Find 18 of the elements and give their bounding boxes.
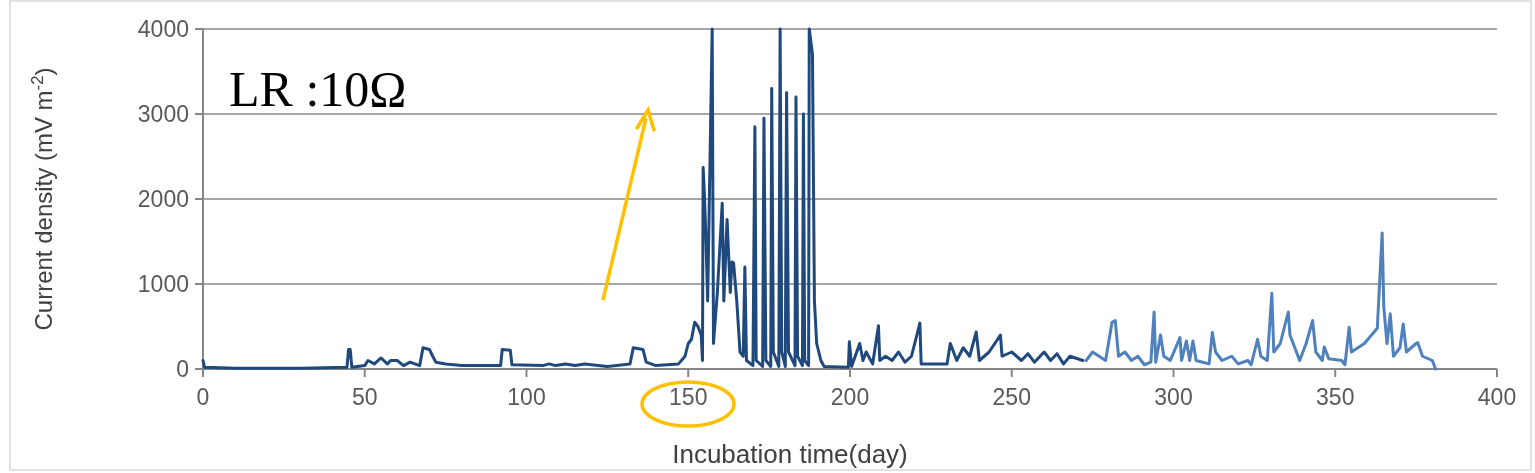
x-tick-label: 250: [992, 384, 1031, 410]
x-tick-label: 300: [1154, 384, 1193, 410]
y-tick-label: 2000: [137, 186, 189, 212]
y-tick-label: 3000: [137, 101, 189, 127]
x-tick-label: 200: [830, 384, 870, 410]
x-tick-label: 100: [507, 384, 546, 410]
x-tick-label: 400: [1477, 384, 1517, 410]
x-tick-label: 350: [1316, 384, 1355, 410]
x-tick-label: 0: [196, 384, 210, 410]
line-series: [201, 27, 1085, 370]
x-tick-label: 50: [351, 384, 378, 410]
x-tick-label: 150: [669, 384, 708, 410]
y-tick-label: 1000: [137, 271, 189, 297]
annotation: LR :10Ω: [229, 61, 407, 117]
y-tick-label: 0: [176, 356, 189, 382]
line-series: [1084, 231, 1438, 371]
y-tick-label: 4000: [137, 16, 189, 42]
x-axis-title: Incubation time(day): [672, 439, 908, 469]
